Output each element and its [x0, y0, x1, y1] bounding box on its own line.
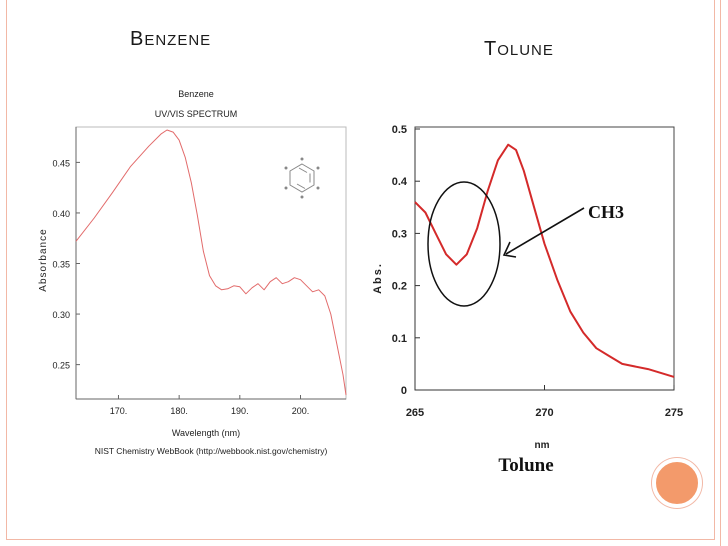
title-benzene-initial: B — [130, 28, 145, 50]
y-tick-label: 0.3 — [392, 228, 407, 240]
y-tick-label: 0.30 — [52, 310, 70, 320]
spectrum-line — [414, 143, 675, 378]
benzene-ring-icon — [284, 157, 320, 199]
title-benzene-rest: enzene — [144, 32, 212, 49]
y-tick-label: 0.25 — [52, 361, 70, 371]
y-tick-label: 0.5 — [392, 124, 407, 136]
benzene-chart-title: Benzene — [178, 89, 214, 99]
y-tick-label: 0 — [401, 385, 407, 397]
benzene-xlabel: Wavelength (nm) — [172, 428, 240, 438]
x-tick-label: 270 — [535, 407, 553, 419]
x-tick-label: 275 — [665, 407, 683, 419]
slide-frame — [6, 0, 715, 540]
y-tick-label: 0.2 — [392, 281, 407, 293]
tolune-axes: 0 0.1 0.2 0.3 0.4 0.5 265 270 275 — [392, 124, 683, 419]
x-tick-label: 200. — [292, 406, 310, 416]
title-benzene: Benzene — [130, 28, 211, 51]
tolune-series — [414, 143, 675, 378]
tolune-plot-frame — [414, 126, 675, 391]
benzene-series — [75, 129, 347, 396]
benzene-axes: 0.25 0.30 0.35 0.40 0.45 170. 180. 190. 200. — [52, 127, 346, 416]
benzene-ylabel: Absorbance — [38, 228, 49, 291]
corner-accent-circle — [652, 458, 702, 508]
y-tick-label: 0.45 — [52, 158, 70, 168]
ch3-pointer-line — [505, 207, 585, 255]
ch3-annotation: CH3 — [588, 202, 624, 222]
title-tolune-initial: T — [484, 38, 498, 60]
y-tick-label: 0.40 — [52, 209, 70, 219]
tolune-chart-title: Tolune — [498, 455, 553, 476]
benzene-plot-frame — [75, 126, 347, 400]
spectrum-line — [75, 129, 347, 396]
y-tick-label: 0.4 — [392, 176, 408, 188]
tolune-chart: 0 0.1 0.2 0.3 0.4 0.5 265 270 275 CH3 Abs. nm To… — [372, 124, 683, 476]
slide-frame-right-rule — [720, 0, 721, 546]
x-tick-label: 180. — [170, 406, 188, 416]
y-tick-label: 0.1 — [392, 333, 407, 345]
x-tick-label: 170. — [110, 406, 128, 416]
benzene-chart: Benzene UV/VIS SPECTRUM 0.25 0.30 0.35 0.40… — [38, 89, 347, 456]
benzene-chart-subtitle: UV/VIS SPECTRUM — [155, 109, 238, 119]
tolune-ylabel: Abs. — [372, 262, 384, 294]
ch3-pointer-arrow — [502, 241, 517, 258]
title-tolune: Tolune — [484, 38, 554, 61]
ch3-highlight-circle — [427, 181, 501, 307]
title-tolune-rest: olune — [497, 42, 554, 59]
tolune-xlabel: nm — [535, 440, 550, 451]
benzene-source: NIST Chemistry WebBook (http://webbook.n… — [95, 446, 328, 456]
y-tick-label: 0.35 — [52, 260, 70, 270]
x-tick-label: 190. — [231, 406, 249, 416]
x-tick-label: 265 — [406, 407, 424, 419]
